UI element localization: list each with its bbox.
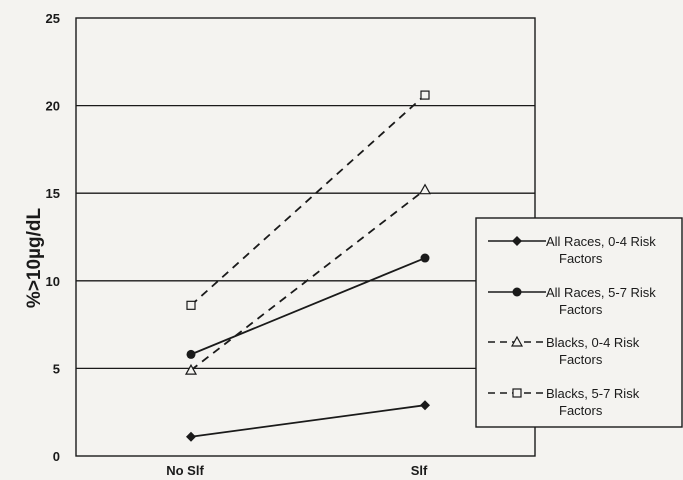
data-point: [420, 400, 430, 411]
y-ticks: 0 5 10 15 20 25: [46, 11, 60, 464]
legend-item: Blacks, 5-7 Risk Factors: [488, 386, 640, 418]
series-4: [186, 90, 430, 310]
series-2: [186, 253, 430, 359]
legend-box: [475, 217, 683, 428]
legend-marker: [512, 388, 522, 398]
grid: [76, 104, 535, 370]
legend-label: All Races, 0-4 Risk: [546, 234, 656, 249]
series-line: [190, 404, 426, 438]
data-point: [420, 90, 430, 100]
y-axis-label: %>10µg/dL: [24, 208, 45, 309]
series-line: [190, 188, 426, 371]
legend-label-cont: Factors: [559, 403, 603, 418]
legend-label-cont: Factors: [559, 251, 603, 266]
legend-item: All Races, 0-4 Risk Factors: [488, 234, 656, 266]
legend-marker: [512, 287, 522, 297]
legend-label: Blacks, 0-4 Risk: [546, 335, 640, 350]
data-point: [184, 363, 198, 375]
axes: [75, 17, 536, 457]
series-line: [190, 257, 426, 356]
y-tick-label: 5: [53, 361, 60, 376]
legend-label-cont: Factors: [559, 302, 603, 317]
plot-area-frame: [75, 17, 536, 457]
series-line: [190, 94, 426, 306]
x-tick-label: Slf: [411, 463, 428, 478]
y-tick-label: 0: [53, 449, 60, 464]
series-1: [186, 400, 430, 442]
series: [184, 90, 432, 442]
data-point: [186, 349, 196, 359]
legend-item: All Races, 5-7 Risk Factors: [488, 285, 656, 317]
legend-item: Blacks, 0-4 Risk Factors: [488, 335, 640, 367]
data-point: [186, 300, 196, 310]
data-point: [186, 431, 196, 442]
legend-marker: [512, 236, 522, 246]
legend-label: All Races, 5-7 Risk: [546, 285, 656, 300]
y-tick-label: 20: [46, 99, 60, 114]
legend-label-cont: Factors: [559, 352, 603, 367]
legend-marker: [510, 335, 524, 347]
y-tick-label: 15: [46, 186, 60, 201]
y-tick-label: 25: [46, 11, 60, 26]
y-tick-label: 10: [46, 274, 60, 289]
data-point: [418, 183, 432, 195]
legend-label: Blacks, 5-7 Risk: [546, 386, 640, 401]
series-3: [184, 183, 432, 375]
x-ticks: No Slf Slf: [166, 463, 428, 478]
data-point: [420, 253, 430, 263]
x-tick-label: No Slf: [166, 463, 204, 478]
